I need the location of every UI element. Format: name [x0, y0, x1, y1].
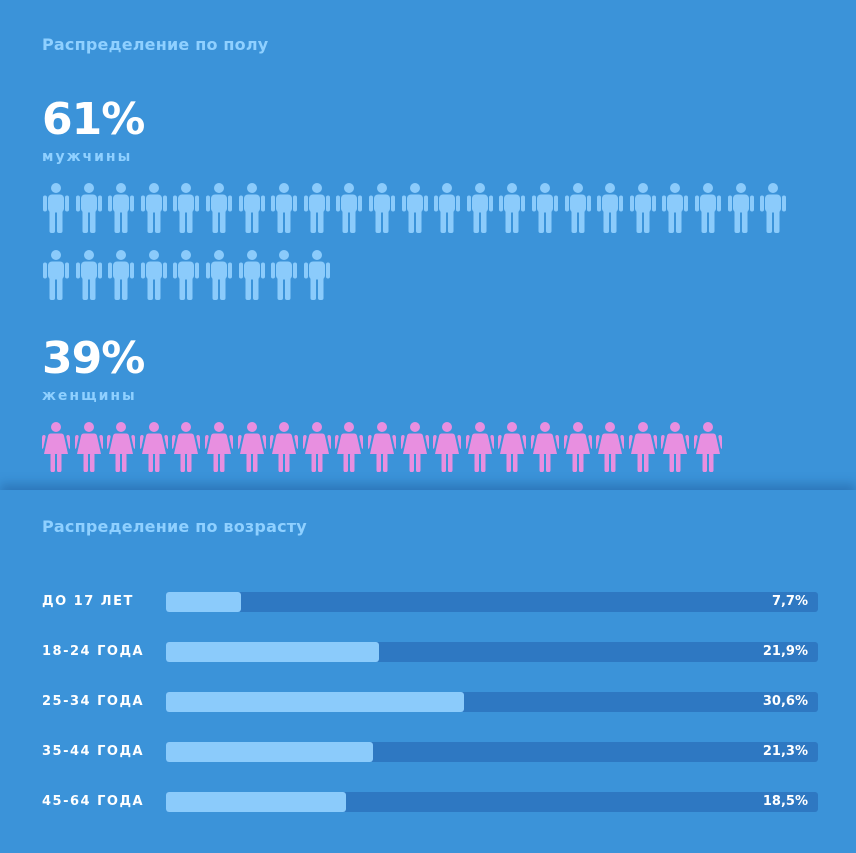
male-person-icon	[303, 183, 331, 233]
male-person-icon	[75, 183, 103, 233]
age-section-title: Распределение по возрасту	[42, 517, 307, 536]
female-person-icon	[170, 422, 203, 472]
male-person-icon	[140, 250, 168, 300]
age-category-label: 25-34 ГОДА	[42, 694, 145, 709]
age-bar	[166, 642, 380, 662]
male-person-icon	[205, 250, 233, 300]
female-person-icon	[659, 422, 692, 472]
female-person-icon	[202, 422, 236, 472]
age-bar-track: 21,9%	[166, 642, 818, 662]
female-person-icon	[594, 422, 627, 472]
male-person-icon	[107, 183, 135, 233]
male-person-icon	[629, 183, 657, 233]
age-bar	[166, 792, 347, 812]
female-icons-row	[39, 422, 802, 472]
male-person-icon	[661, 183, 689, 233]
male-person-icon	[75, 250, 103, 300]
age-bar-value-label: 21,9%	[762, 644, 808, 659]
age-bar-value-label: 21,3%	[762, 744, 808, 759]
female-person-icon	[333, 422, 366, 472]
male-person-icon	[107, 250, 135, 300]
male-person-icon	[498, 183, 526, 233]
male-label: мужчины	[42, 149, 133, 165]
male-person-icon	[172, 250, 200, 300]
gender-section-title: Распределение по полу	[42, 35, 269, 54]
male-percent: 61%	[42, 94, 145, 145]
male-person-icon	[42, 183, 70, 233]
male-person-icon	[401, 183, 429, 233]
age-bar-value-label: 30,6%	[762, 694, 808, 709]
male-person-icon	[433, 183, 461, 233]
female-person-icon	[626, 422, 659, 472]
male-person-icon	[172, 183, 200, 233]
female-person-icon	[105, 422, 138, 472]
age-bar-value-label: 7,7%	[771, 594, 808, 609]
male-person-icon	[564, 183, 592, 233]
male-person-icon	[531, 183, 559, 233]
female-person-icon	[463, 422, 496, 472]
male-person-icon	[694, 183, 722, 233]
female-person-icon	[398, 422, 431, 472]
male-person-icon	[205, 183, 233, 233]
male-person-icon	[368, 183, 396, 233]
male-person-icon	[270, 250, 298, 300]
age-bar	[166, 742, 374, 762]
female-label: женщины	[42, 388, 137, 404]
female-person-icon	[496, 422, 529, 472]
female-person-icon	[235, 422, 268, 472]
female-person-icon	[300, 422, 333, 472]
female-person-icon	[72, 422, 105, 472]
male-person-icon	[727, 183, 755, 233]
male-person-icon	[42, 250, 70, 300]
female-person-icon	[561, 422, 594, 472]
male-person-icon	[466, 183, 494, 233]
female-person-icon	[365, 422, 399, 472]
male-person-icon	[596, 183, 624, 233]
female-person-icon	[691, 422, 725, 472]
gender-section: Распределение по полу 61% мужчины 39% же…	[39, 35, 802, 472]
age-category-label: 45-64 ГОДА	[42, 794, 145, 809]
male-person-icon	[140, 183, 168, 233]
female-person-icon	[39, 422, 73, 472]
age-bar-track: 21,3%	[166, 742, 818, 762]
male-person-icon	[303, 250, 331, 300]
age-bar-track: 30,6%	[166, 692, 818, 712]
age-category-label: 35-44 ГОДА	[42, 744, 145, 759]
female-person-icon	[137, 422, 170, 472]
male-person-icon	[238, 183, 266, 233]
male-person-icon	[238, 250, 266, 300]
age-bar-track: 18,5%	[166, 792, 818, 812]
male-person-icon	[335, 183, 363, 233]
female-person-icon	[268, 422, 301, 472]
male-icons-row	[42, 183, 802, 233]
age-category-label: ДО 17 ЛЕТ	[42, 594, 134, 609]
age-bar-value-label: 18,5%	[762, 794, 808, 809]
age-bar	[166, 592, 241, 612]
age-bar-track: 7,7%	[166, 592, 818, 612]
female-percent: 39%	[42, 333, 145, 384]
female-person-icon	[431, 422, 464, 472]
female-person-icon	[528, 422, 562, 472]
age-category-label: 18-24 ГОДА	[42, 644, 145, 659]
male-person-icon	[759, 183, 787, 233]
age-bar	[166, 692, 464, 712]
male-icons-row	[42, 250, 802, 300]
male-person-icon	[270, 183, 298, 233]
age-section: Распределение по возрасту ДО 17 ЛЕТ 7,7% 1…	[0, 490, 856, 853]
